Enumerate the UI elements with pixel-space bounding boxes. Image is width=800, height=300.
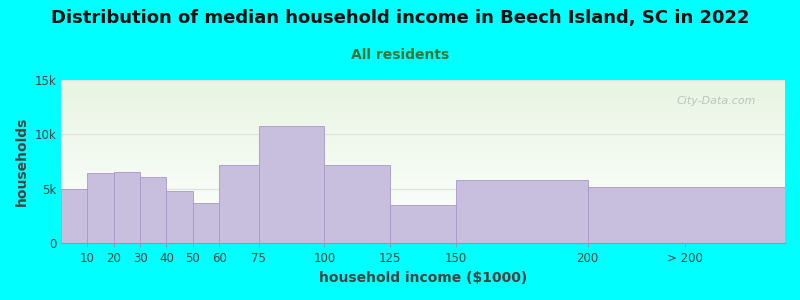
Bar [219,165,258,243]
Text: All residents: All residents [351,48,449,62]
Y-axis label: households: households [15,117,29,206]
Text: City-Data.com: City-Data.com [677,96,756,106]
Bar [258,126,324,243]
Bar [193,203,219,243]
Bar [166,191,193,243]
X-axis label: household income ($1000): household income ($1000) [319,271,527,285]
Bar [456,180,587,243]
Bar [87,172,114,243]
Bar [390,205,456,243]
Text: Distribution of median household income in Beech Island, SC in 2022: Distribution of median household income … [50,9,750,27]
Bar [140,177,166,243]
Bar [324,165,390,243]
Bar [114,172,140,243]
Bar [587,187,785,243]
Bar [61,189,87,243]
